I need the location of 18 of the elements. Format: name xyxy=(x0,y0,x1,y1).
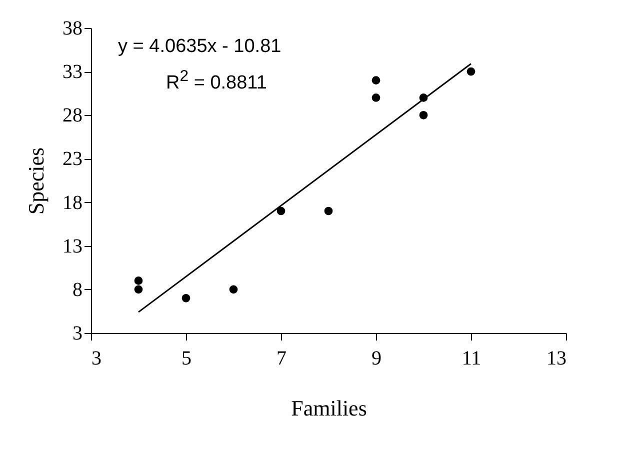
y-tick-label: 33 xyxy=(62,61,82,84)
y-tick-label: 18 xyxy=(62,192,82,214)
x-tick-label: 11 xyxy=(462,348,482,370)
y-tick-label: 38 xyxy=(62,18,82,40)
x-tick-label: 3 xyxy=(92,348,102,370)
annotation: y = 4.0635x - 10.81 xyxy=(118,35,282,59)
y-tick-label: 23 xyxy=(62,148,82,170)
y-tick-label: 3 xyxy=(72,322,82,344)
x-tick-label: 5 xyxy=(182,348,192,370)
x-tick-label: 9 xyxy=(372,348,382,370)
x-tick-label: 7 xyxy=(276,348,286,370)
annotation: R$^{2}$ = 0.8811 xyxy=(165,67,268,96)
x-axis-title: Families xyxy=(291,396,367,420)
y-axis-title: Species xyxy=(24,147,48,215)
y-tick-label: 8 xyxy=(72,278,82,301)
x-tick-label: 13 xyxy=(546,348,566,370)
y-tick-label: 28 xyxy=(62,104,82,127)
y-tick-label: 13 xyxy=(62,235,82,258)
